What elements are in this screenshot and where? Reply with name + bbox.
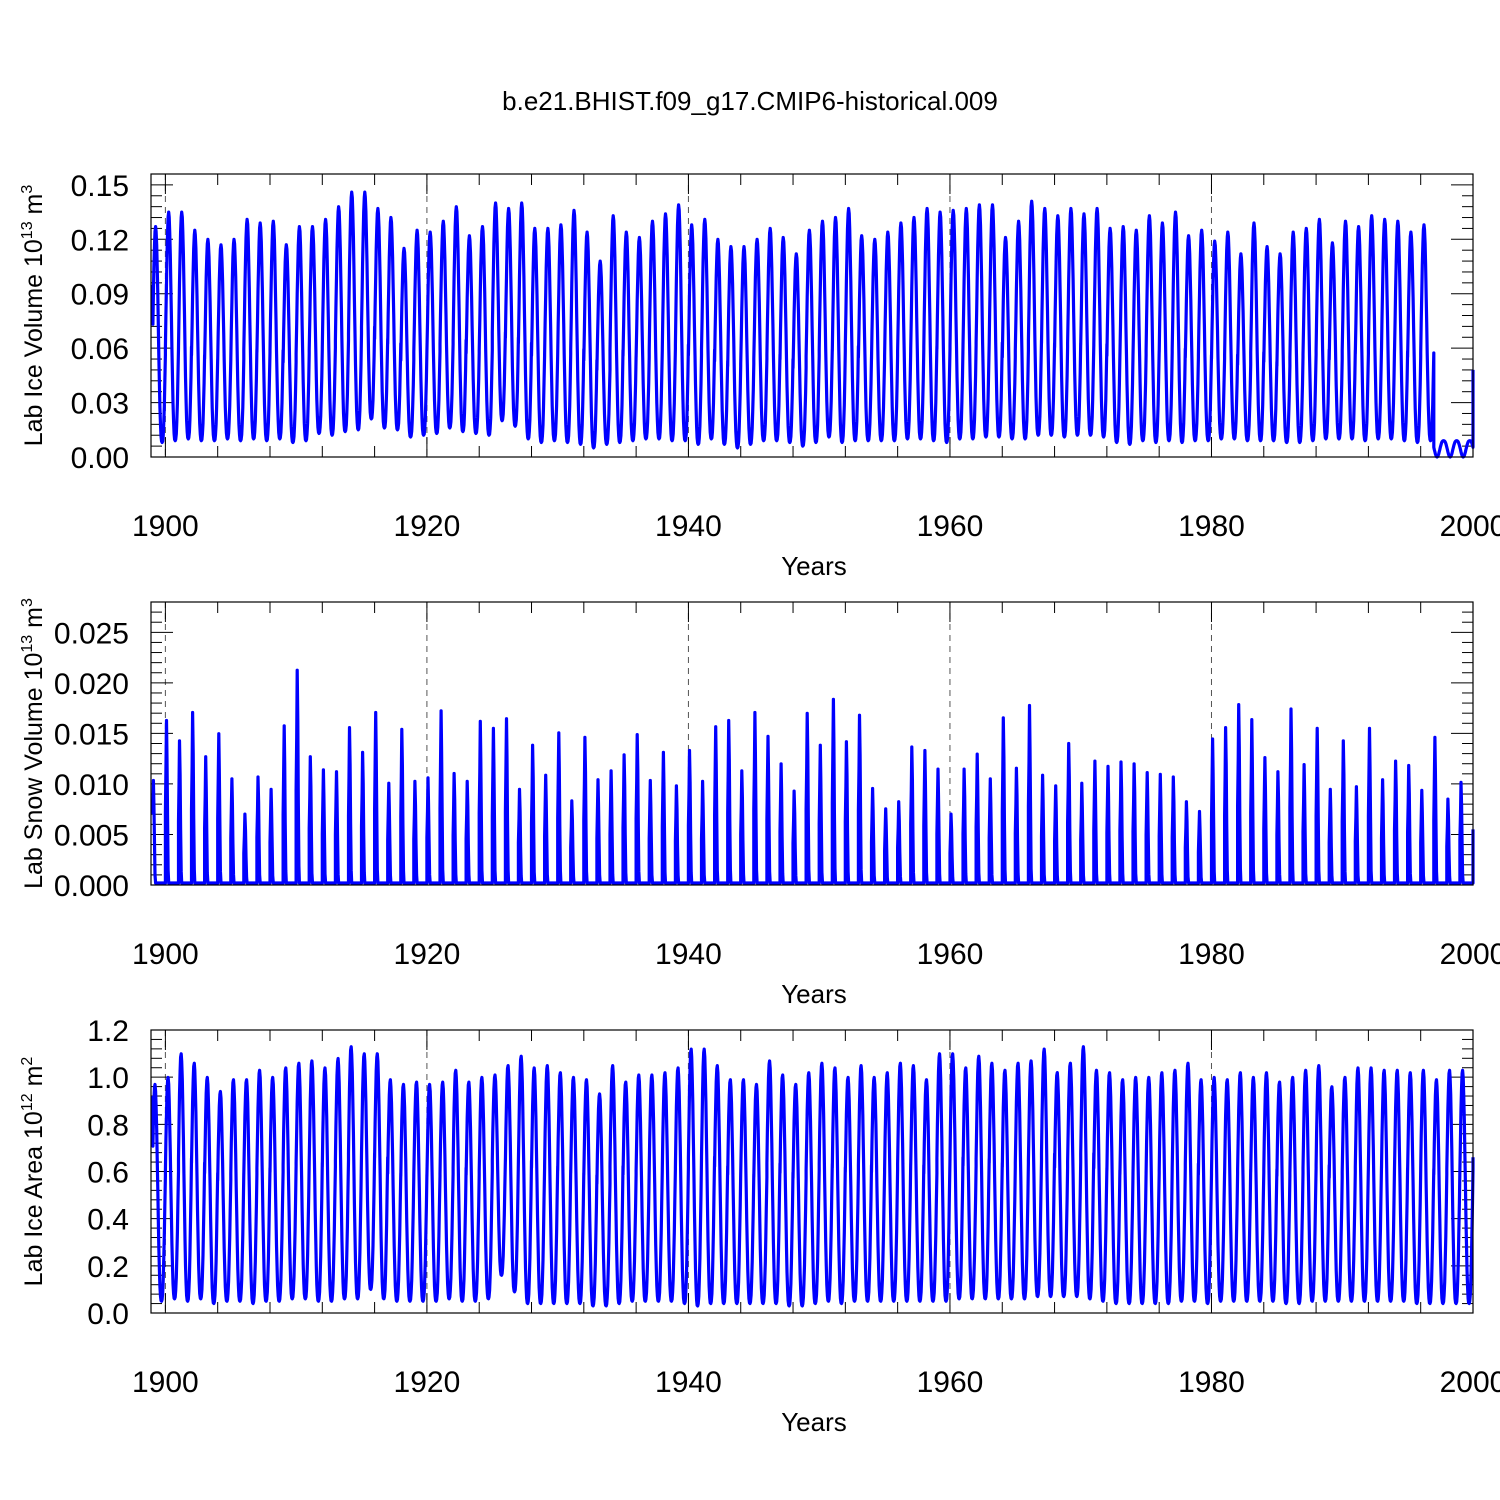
panel-snow-volume: 0.000 0.005 0.010 0.015 0.020 0.025 1900 1920 19… (19, 598, 1500, 1009)
x-axis-label: Years (781, 979, 847, 1009)
x-tick-label: 1940 (655, 510, 722, 543)
x-tick-label: 1940 (655, 1366, 722, 1399)
plot-frame (150, 1029, 1474, 1314)
y-tick-label: 0.06 (71, 333, 129, 366)
y-tick-label: 0.6 (87, 1157, 129, 1190)
y-tick-label: 0.020 (54, 668, 129, 701)
y-axis-label: Lab Ice Area 1012 m2 (19, 1057, 48, 1287)
y-tick-label: 0.000 (54, 870, 129, 903)
x-axis-label: Years (781, 551, 847, 581)
y-tick-label: 1.2 (87, 1015, 129, 1048)
y-tick-label: 0.0 (87, 1298, 129, 1331)
x-tick-label: 1900 (132, 1366, 199, 1399)
x-axis-label: Years (781, 1407, 847, 1437)
x-tick-label: 1960 (917, 938, 984, 971)
series-line (150, 668, 1475, 885)
y-tick-label: 0.025 (54, 617, 129, 650)
x-tick-label: 1900 (132, 510, 199, 543)
x-tick-label: 1920 (394, 1366, 461, 1399)
x-tick-label: 1940 (655, 938, 722, 971)
y-tick-label: 1.0 (87, 1062, 129, 1095)
plot-frame (150, 173, 1474, 458)
series-line (150, 190, 1475, 459)
y-axis-label: Lab Ice Volume 1013 m3 (19, 185, 48, 447)
y-tick-label: 0.005 (54, 819, 129, 852)
y-tick-label: 0.2 (87, 1251, 129, 1284)
y-tick-label: 0.00 (71, 442, 129, 475)
x-tick-label: 2000 (1440, 510, 1500, 543)
x-tick-label: 1980 (1178, 510, 1245, 543)
x-tick-label: 1920 (394, 938, 461, 971)
y-tick-label: 0.12 (71, 224, 129, 257)
series-line (150, 1045, 1475, 1308)
x-tick-label: 1960 (917, 510, 984, 543)
x-tick-label: 2000 (1440, 1366, 1500, 1399)
x-tick-label: 2000 (1440, 938, 1500, 971)
x-tick-label: 1900 (132, 938, 199, 971)
x-tick-label: 1980 (1178, 938, 1245, 971)
y-tick-label: 0.09 (71, 279, 129, 312)
figure-title: b.e21.BHIST.f09_g17.CMIP6-historical.009 (502, 86, 998, 116)
y-tick-label: 0.010 (54, 769, 129, 802)
panel-ice-volume: 0.00 0.03 0.06 0.09 0.12 0.15 1900 1920 1940 1960… (19, 170, 1500, 581)
y-tick-label: 0.03 (71, 388, 129, 421)
x-tick-label: 1960 (917, 1366, 984, 1399)
y-tick-label: 0.8 (87, 1109, 129, 1142)
panel-ice-area: 0.0 0.2 0.4 0.6 0.8 1.0 1.2 1900 1920 1940 1960 198… (19, 1015, 1500, 1437)
x-tick-label: 1920 (394, 510, 461, 543)
plot-frame (150, 601, 1474, 886)
y-tick-label: 0.15 (71, 170, 129, 203)
x-tick-label: 1980 (1178, 1366, 1245, 1399)
y-axis-label: Lab Snow Volume 1013 m3 (19, 598, 48, 889)
y-tick-label: 0.015 (54, 718, 129, 751)
y-tick-label: 0.4 (87, 1204, 129, 1237)
